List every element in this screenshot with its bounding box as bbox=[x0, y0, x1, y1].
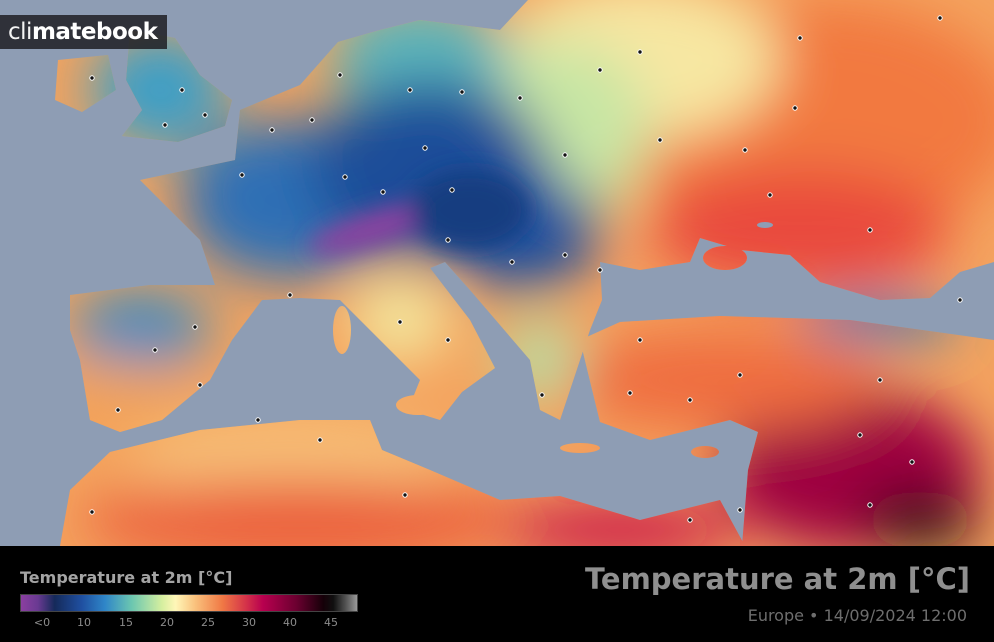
city-marker bbox=[797, 35, 803, 41]
city-marker bbox=[459, 89, 465, 95]
city-marker bbox=[539, 392, 545, 398]
city-marker bbox=[687, 397, 693, 403]
city-marker bbox=[309, 117, 315, 123]
climatebook-logo[interactable]: climatebook bbox=[0, 15, 168, 49]
city-marker bbox=[397, 319, 403, 325]
city-marker bbox=[407, 87, 413, 93]
legend-tick: 10 bbox=[77, 616, 91, 629]
city-marker bbox=[380, 189, 386, 195]
city-marker bbox=[449, 187, 455, 193]
city-marker bbox=[857, 432, 863, 438]
city-marker bbox=[287, 292, 293, 298]
city-marker bbox=[89, 75, 95, 81]
city-marker bbox=[562, 252, 568, 258]
city-marker bbox=[597, 67, 603, 73]
city-marker bbox=[877, 377, 883, 383]
city-marker bbox=[255, 417, 261, 423]
city-marker bbox=[192, 324, 198, 330]
legend-tick: 15 bbox=[119, 616, 133, 629]
city-marker bbox=[422, 145, 428, 151]
city-marker bbox=[957, 297, 963, 303]
city-marker bbox=[509, 259, 515, 265]
city-marker bbox=[562, 152, 568, 158]
temperature-map[interactable] bbox=[0, 0, 994, 546]
city-marker bbox=[867, 502, 873, 508]
legend-tick: 45 bbox=[324, 616, 338, 629]
legend-ticks: <0 10 15 20 25 30 40 45 bbox=[20, 616, 358, 632]
city-marker bbox=[687, 517, 693, 523]
city-marker bbox=[657, 137, 663, 143]
city-markers bbox=[89, 15, 963, 523]
city-marker bbox=[402, 492, 408, 498]
legend-tick: 40 bbox=[283, 616, 297, 629]
city-marker bbox=[867, 227, 873, 233]
city-marker bbox=[342, 174, 348, 180]
lake bbox=[757, 222, 773, 228]
city-marker bbox=[239, 172, 245, 178]
city-marker bbox=[909, 459, 915, 465]
city-marker bbox=[202, 112, 208, 118]
city-marker bbox=[737, 507, 743, 513]
city-marker bbox=[162, 122, 168, 128]
city-marker bbox=[89, 509, 95, 515]
city-marker bbox=[637, 49, 643, 55]
city-marker bbox=[937, 15, 943, 21]
legend-tick: 20 bbox=[160, 616, 174, 629]
land-temperature-field bbox=[55, 0, 994, 546]
city-marker bbox=[627, 390, 633, 396]
city-marker bbox=[445, 237, 451, 243]
city-marker bbox=[792, 105, 798, 111]
city-marker bbox=[637, 337, 643, 343]
city-marker bbox=[597, 267, 603, 273]
city-marker bbox=[742, 147, 748, 153]
city-marker bbox=[115, 407, 121, 413]
legend-tick: 25 bbox=[201, 616, 215, 629]
city-marker bbox=[337, 72, 343, 78]
city-marker bbox=[179, 87, 185, 93]
city-marker bbox=[317, 437, 323, 443]
map-title: Temperature at 2m [°C] bbox=[584, 562, 970, 596]
map-subtitle: Europe • 14/09/2024 12:00 bbox=[747, 606, 967, 625]
city-marker bbox=[767, 192, 773, 198]
city-marker bbox=[197, 382, 203, 388]
legend-colorbar bbox=[20, 594, 358, 612]
logo-thin-text: cli bbox=[8, 19, 32, 45]
legend-title: Temperature at 2m [°C] bbox=[20, 568, 233, 587]
city-marker bbox=[445, 337, 451, 343]
legend-tick: <0 bbox=[33, 616, 51, 629]
city-marker bbox=[517, 95, 523, 101]
legend-tick: 30 bbox=[242, 616, 256, 629]
city-marker bbox=[152, 347, 158, 353]
footer-panel: Temperature at 2m [°C] <0 10 15 20 25 30… bbox=[0, 546, 994, 642]
city-marker bbox=[269, 127, 275, 133]
logo-bold-text: matebook bbox=[31, 19, 158, 45]
city-marker bbox=[737, 372, 743, 378]
